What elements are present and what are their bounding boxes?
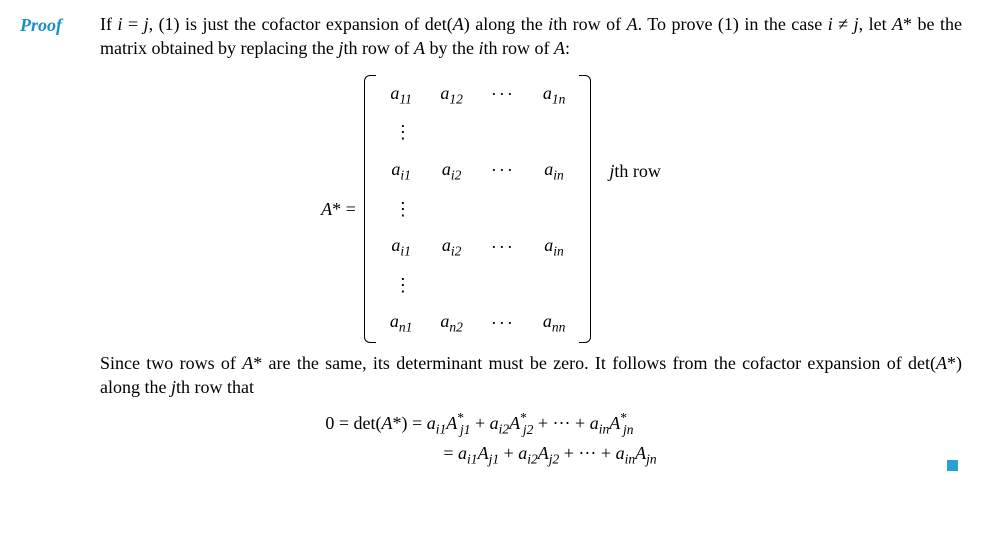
vdots-cell: ⋮	[376, 267, 579, 303]
matrix-cell: ai2	[426, 151, 477, 191]
vdots-cell: ⋮	[376, 114, 579, 150]
matrix-cell: a1n	[529, 75, 580, 115]
matrix-cell: ···	[477, 75, 529, 115]
matrix-cell: ai1	[376, 227, 427, 267]
matrix-cell: a11	[376, 75, 427, 115]
qed-icon	[947, 460, 958, 471]
matrix-table: a11a12···a1n⋮ai1ai2···ain⋮ai1ai2···ain⋮a…	[376, 75, 579, 343]
matrix-lhs: A* =	[321, 197, 356, 221]
matrix-cell: an1	[376, 303, 427, 343]
matrix-cell: ai2	[426, 227, 477, 267]
matrix-cell: ai1	[376, 151, 427, 191]
equation-line-1: 0 = det(A*) = ai1A*j1 + ai2A*j2 + ··· + …	[325, 409, 656, 439]
matrix-cell: ain	[529, 151, 580, 191]
proof-block: Proof If i = j, (1) is just the cofactor…	[20, 12, 962, 65]
matrix-cell: ···	[477, 303, 529, 343]
matrix-cell: ain	[529, 227, 580, 267]
left-bracket	[364, 75, 376, 343]
matrix-row: ai1ai2···ain	[376, 151, 579, 191]
matrix-row: an1an2···ann	[376, 303, 579, 343]
matrix-row: ⋮	[376, 114, 579, 150]
matrix-cell: ann	[529, 303, 580, 343]
jth-row-label: jth row	[609, 158, 661, 182]
equation-line-2: = ai1Aj1 + ai2Aj2 + ··· + ainAjn	[325, 441, 656, 469]
matrix-row: ai1ai2···ain	[376, 227, 579, 267]
matrix-row: ⋮	[376, 191, 579, 227]
matrix-row: ⋮	[376, 267, 579, 303]
proof-body: If i = j, (1) is just the cofactor expan…	[100, 12, 962, 65]
paragraph-2: Since two rows of A* are the same, its d…	[100, 351, 962, 400]
right-bracket	[579, 75, 591, 343]
vdots-cell: ⋮	[376, 191, 579, 227]
paragraph-1: If i = j, (1) is just the cofactor expan…	[100, 12, 962, 61]
equation-block: 0 = det(A*) = ai1A*j1 + ai2A*j2 + ··· + …	[20, 407, 962, 471]
matrix-cell: ···	[477, 151, 529, 191]
matrix-row: a11a12···a1n	[376, 75, 579, 115]
qed-marker	[947, 453, 958, 477]
matrix-cell: ···	[477, 227, 529, 267]
matrix-cell: a12	[426, 75, 477, 115]
matrix-cell: an2	[426, 303, 477, 343]
matrix-definition: A* = a11a12···a1n⋮ai1ai2···ain⋮ai1ai2···…	[20, 75, 962, 343]
proof-label: Proof	[20, 12, 100, 65]
